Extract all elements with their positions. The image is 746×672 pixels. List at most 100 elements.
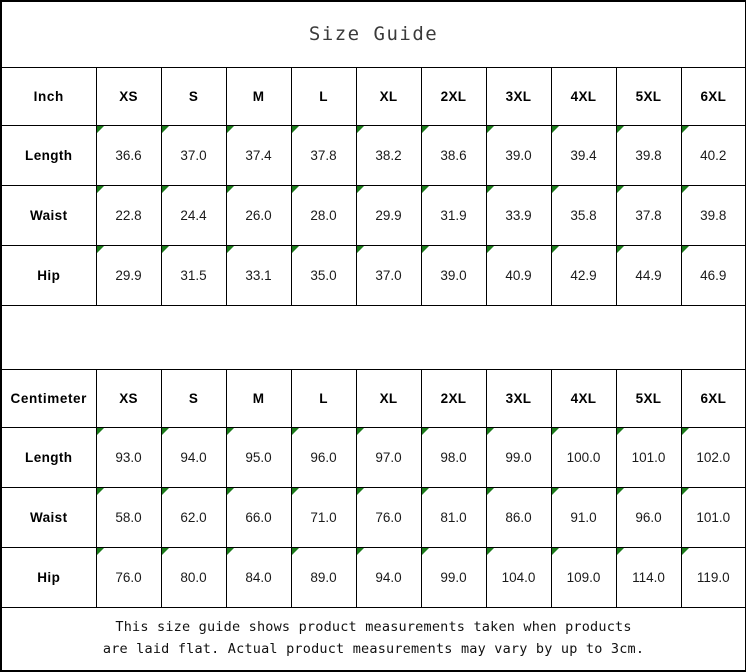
footer-note-line-2: are laid flat. Actual product measuremen… bbox=[102, 640, 645, 657]
table-row: Hip 76.0 80.0 84.0 89.0 94.0 99.0 104.0 … bbox=[0, 546, 746, 608]
cell-inch-waist-l: 28.0 bbox=[290, 184, 357, 246]
cell-inch-hip-m: 33.1 bbox=[225, 244, 292, 306]
cell-cm-waist-2xl: 81.0 bbox=[420, 486, 487, 548]
cell-inch-waist-2xl: 31.9 bbox=[420, 184, 487, 246]
size-header-cm-2xl: 2XL bbox=[420, 368, 487, 428]
cell-cm-waist-3xl: 86.0 bbox=[485, 486, 552, 548]
cell-inch-waist-5xl: 37.8 bbox=[615, 184, 682, 246]
cell-cm-hip-l: 89.0 bbox=[290, 546, 357, 608]
cell-cm-waist-xl: 76.0 bbox=[355, 486, 422, 548]
table-row: Length 36.6 37.0 37.4 37.8 38.2 38.6 39.… bbox=[0, 124, 746, 186]
cell-inch-hip-6xl: 46.9 bbox=[680, 244, 746, 306]
size-header-6xl: 6XL bbox=[680, 66, 746, 126]
table-row: Length 93.0 94.0 95.0 96.0 97.0 98.0 99.… bbox=[0, 426, 746, 488]
page-title: Size Guide bbox=[0, 0, 746, 68]
size-header-cm-5xl: 5XL bbox=[615, 368, 682, 428]
size-header-cm-3xl: 3XL bbox=[485, 368, 552, 428]
cell-inch-waist-6xl: 39.8 bbox=[680, 184, 746, 246]
cell-inch-waist-s: 24.4 bbox=[160, 184, 227, 246]
cell-cm-waist-l: 71.0 bbox=[290, 486, 357, 548]
measure-label-cm-waist: Waist bbox=[0, 486, 97, 548]
size-header-2xl: 2XL bbox=[420, 66, 487, 126]
size-header-cm-4xl: 4XL bbox=[550, 368, 617, 428]
size-header-cm-xs: XS bbox=[95, 368, 162, 428]
cell-cm-waist-4xl: 91.0 bbox=[550, 486, 617, 548]
cell-cm-length-s: 94.0 bbox=[160, 426, 227, 488]
cell-inch-hip-xs: 29.9 bbox=[95, 244, 162, 306]
cell-cm-hip-xl: 94.0 bbox=[355, 546, 422, 608]
cell-inch-waist-4xl: 35.8 bbox=[550, 184, 617, 246]
measure-label-cm-hip: Hip bbox=[0, 546, 97, 608]
size-header-cm-xl: XL bbox=[355, 368, 422, 428]
cell-cm-length-6xl: 102.0 bbox=[680, 426, 746, 488]
cell-inch-length-m: 37.4 bbox=[225, 124, 292, 186]
cell-inch-waist-m: 26.0 bbox=[225, 184, 292, 246]
measure-label-hip: Hip bbox=[0, 244, 97, 306]
cell-inch-length-5xl: 39.8 bbox=[615, 124, 682, 186]
cell-inch-hip-3xl: 40.9 bbox=[485, 244, 552, 306]
cell-inch-length-6xl: 40.2 bbox=[680, 124, 746, 186]
size-header-cm-6xl: 6XL bbox=[680, 368, 746, 428]
footer-row: This size guide shows product measuremen… bbox=[0, 606, 746, 672]
size-header-cm-l: L bbox=[290, 368, 357, 428]
size-header-xs: XS bbox=[95, 66, 162, 126]
measure-label-length: Length bbox=[0, 124, 97, 186]
cell-cm-waist-xs: 58.0 bbox=[95, 486, 162, 548]
centimeter-header-row: Centimeter XS S M L XL 2XL 3XL 4XL 5XL 6… bbox=[0, 368, 746, 428]
size-header-5xl: 5XL bbox=[615, 66, 682, 126]
cell-cm-waist-5xl: 96.0 bbox=[615, 486, 682, 548]
cell-inch-hip-5xl: 44.9 bbox=[615, 244, 682, 306]
cell-inch-hip-4xl: 42.9 bbox=[550, 244, 617, 306]
cell-cm-length-2xl: 98.0 bbox=[420, 426, 487, 488]
cell-cm-hip-m: 84.0 bbox=[225, 546, 292, 608]
cell-cm-length-l: 96.0 bbox=[290, 426, 357, 488]
cell-inch-hip-s: 31.5 bbox=[160, 244, 227, 306]
cell-inch-length-l: 37.8 bbox=[290, 124, 357, 186]
table-row: Waist 58.0 62.0 66.0 71.0 76.0 81.0 86.0… bbox=[0, 486, 746, 548]
cell-inch-length-xs: 36.6 bbox=[95, 124, 162, 186]
cell-cm-hip-5xl: 114.0 bbox=[615, 546, 682, 608]
footer-note-line-1: This size guide shows product measuremen… bbox=[115, 618, 632, 635]
cell-cm-waist-m: 66.0 bbox=[225, 486, 292, 548]
size-header-xl: XL bbox=[355, 66, 422, 126]
cell-inch-waist-xl: 29.9 bbox=[355, 184, 422, 246]
cell-inch-length-s: 37.0 bbox=[160, 124, 227, 186]
size-header-m: M bbox=[225, 66, 292, 126]
measure-label-waist: Waist bbox=[0, 184, 97, 246]
cell-cm-length-xs: 93.0 bbox=[95, 426, 162, 488]
table-row: Hip 29.9 31.5 33.1 35.0 37.0 39.0 40.9 4… bbox=[0, 244, 746, 306]
cell-cm-waist-6xl: 101.0 bbox=[680, 486, 746, 548]
size-header-cm-s: S bbox=[160, 368, 227, 428]
unit-label-centimeter: Centimeter bbox=[0, 368, 97, 428]
size-header-4xl: 4XL bbox=[550, 66, 617, 126]
size-header-l: L bbox=[290, 66, 357, 126]
table-row: Waist 22.8 24.4 26.0 28.0 29.9 31.9 33.9… bbox=[0, 184, 746, 246]
cell-inch-length-4xl: 39.4 bbox=[550, 124, 617, 186]
cell-cm-hip-2xl: 99.0 bbox=[420, 546, 487, 608]
title-row: Size Guide bbox=[0, 0, 746, 68]
cell-inch-hip-2xl: 39.0 bbox=[420, 244, 487, 306]
cell-inch-length-2xl: 38.6 bbox=[420, 124, 487, 186]
cell-inch-hip-xl: 37.0 bbox=[355, 244, 422, 306]
cell-inch-length-xl: 38.2 bbox=[355, 124, 422, 186]
cell-cm-length-3xl: 99.0 bbox=[485, 426, 552, 488]
size-header-s: S bbox=[160, 66, 227, 126]
cell-cm-waist-s: 62.0 bbox=[160, 486, 227, 548]
cell-cm-length-m: 95.0 bbox=[225, 426, 292, 488]
cell-cm-hip-6xl: 119.0 bbox=[680, 546, 746, 608]
cell-cm-length-xl: 97.0 bbox=[355, 426, 422, 488]
cell-inch-length-3xl: 39.0 bbox=[485, 124, 552, 186]
cell-inch-hip-l: 35.0 bbox=[290, 244, 357, 306]
cell-inch-waist-xs: 22.8 bbox=[95, 184, 162, 246]
cell-cm-hip-3xl: 104.0 bbox=[485, 546, 552, 608]
cell-cm-hip-xs: 76.0 bbox=[95, 546, 162, 608]
unit-label-inch: Inch bbox=[0, 66, 97, 126]
cell-inch-waist-3xl: 33.9 bbox=[485, 184, 552, 246]
cell-cm-length-5xl: 101.0 bbox=[615, 426, 682, 488]
size-header-3xl: 3XL bbox=[485, 66, 552, 126]
spacer-cell bbox=[0, 304, 746, 370]
cell-cm-length-4xl: 100.0 bbox=[550, 426, 617, 488]
cell-cm-hip-4xl: 109.0 bbox=[550, 546, 617, 608]
spacer-row bbox=[0, 304, 746, 370]
